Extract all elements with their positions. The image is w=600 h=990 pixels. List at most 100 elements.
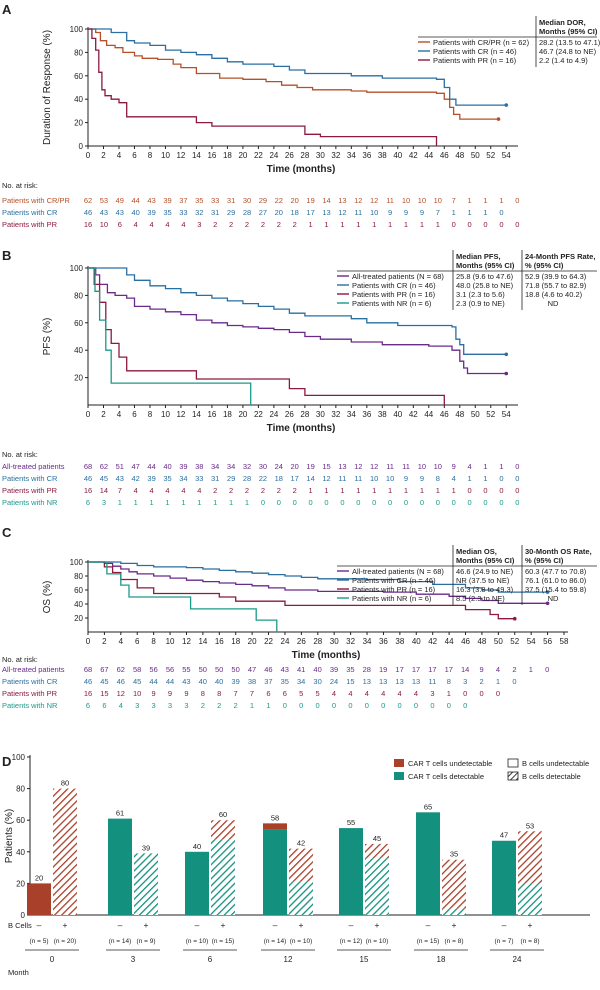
panel-b-at-risk-value: 39 [147,474,155,483]
panel-c-at-risk-value: 4 [398,689,402,698]
panel-a-legend-label-crpr: Patients with CR/PR (n = 62) [433,38,530,47]
panel-c-at-risk-value: 38 [248,677,256,686]
legend-car-undetectable-swatch [394,759,404,767]
panel-c-at-risk-value: 9 [184,689,188,698]
panel-b-at-risk-value: 46 [84,474,92,483]
bar-0-pos-car-undetectable [53,788,77,915]
panel-a-x-tick-label: 32 [331,151,340,160]
b-cells-sign-15: – [349,920,354,930]
panel-b-at-risk-value: 38 [195,462,203,471]
panel-d-y-tick-label: 60 [16,816,25,825]
panel-c-at-risk-value: 4 [381,689,385,698]
panel-a-at-risk-value: 1 [388,220,392,229]
bar-15-neg-car-detectable [339,828,363,915]
panel-b-letter: B [2,248,11,263]
panel-c-x-tick-label: 24 [281,637,290,646]
panel-b-at-risk-value: 4 [181,486,185,495]
panel-d-letter: D [2,754,11,769]
panel-a-at-risk-value: 43 [116,208,124,217]
panel-b-x-tick-label: 52 [486,410,495,419]
panel-a-at-risk-value: 18 [291,208,299,217]
panel-c-at-risk-value: 0 [316,701,320,710]
panel-b-at-risk-value: 24 [275,462,283,471]
panel-a-legend-label-cr: Patients with CR (n = 46) [433,47,517,56]
panel-b-at-risk-value: 0 [436,498,440,507]
panel-d-y-tick-label: 100 [12,753,26,762]
month-label-24: 24 [513,955,522,964]
panel-b-at-risk-value: 0 [468,486,472,495]
bar-label-18-pos: 35 [450,850,458,859]
panel-b-at-risk-value: 12 [354,462,362,471]
panel-a-at-risk-value: 31 [227,196,235,205]
panel-c-at-risk-value: 2 [512,665,516,674]
panel-b-at-risk-value: 19 [306,462,314,471]
panel-c-x-axis-label: Time (months) [292,650,361,661]
panel-c-legend-rate-cr: 76.1 (61.0 to 86.0) [525,576,587,585]
panel-a-x-tick-label: 20 [238,151,247,160]
panel-b-at-risk-value: 6 [86,498,90,507]
panel-c-at-risk-value: 39 [231,677,239,686]
panel-b-at-risk-value: 0 [499,486,503,495]
panel-d-y-tick-label: 0 [21,911,26,920]
panel-c-at-risk-label-nr: Patients with NR [2,701,58,710]
panel-a-at-risk-value: 39 [163,196,171,205]
panel-c-legend-median-nr: 8.5 (2.3 to NE) [456,594,505,603]
panel-a-y-tick-label: 100 [70,25,84,34]
panel-a-at-risk-value: 1 [324,220,328,229]
panel-c-at-risk-value: 0 [348,701,352,710]
panel-b-at-risk-value: 1 [229,498,233,507]
panel-a-at-risk-value: 37 [179,196,187,205]
panel-a-at-risk-value: 1 [420,220,424,229]
group-n-12: (n = 14) [264,938,287,945]
panel-b-at-risk-value: 1 [356,486,360,495]
panel-a-y-tick-label: 40 [74,95,83,104]
panel-c-at-risk-value: 45 [133,677,141,686]
panel-b-at-risk-label-all: All-treated patients [2,462,65,471]
panel-b-at-risk-label-nr: Patients with NR [2,498,58,507]
panel-a-at-risk-value: 35 [163,208,171,217]
month-label-12: 12 [284,955,293,964]
panel-c-x-tick-label: 26 [297,637,306,646]
panel-c-at-risk-value: 17 [445,665,453,674]
panel-b-at-risk-value: 0 [468,498,472,507]
legend-b-detectable-swatch [507,771,519,781]
panel-c-at-risk-value: 56 [149,665,157,674]
bar-12-neg-car-detectable [263,829,287,915]
b-cells-sign-12: – [273,920,278,930]
panel-c-at-risk-value: 46 [84,677,92,686]
panel-a-at-risk-value: 30 [243,196,251,205]
panel-c-y-tick-label: 40 [74,600,83,609]
panel-a-curve-pr [88,28,438,146]
b-cells-sign-0: – [37,920,42,930]
panel-b-at-risk-value: 0 [499,498,503,507]
panel-b-at-risk-value: 18 [275,474,283,483]
panel-a-at-risk-value: 7 [452,196,456,205]
panel-b-at-risk-value: 15 [322,462,330,471]
panel-a-censor-mark-crpr [496,117,501,121]
panel-a-at-risk-value: 0 [452,220,456,229]
panel-a-at-risk-value: 44 [132,196,140,205]
panel-b-at-risk-value: 2 [213,486,217,495]
panel-c-at-risk-value: 15 [346,677,354,686]
panel-c-x-tick-label: 38 [395,637,404,646]
panel-c-at-risk-value: 17 [395,665,403,674]
bar-6-pos-car-undetectable [211,820,235,840]
panel-b-at-risk-value: 62 [100,462,108,471]
panel-a-at-risk-value: 10 [434,196,442,205]
panel-b-at-risk-value: 1 [420,486,424,495]
panel-b-x-tick-label: 50 [471,410,480,419]
panel-c-x-tick-label: 18 [231,637,240,646]
b-cells-sign-15: + [375,920,380,930]
panel-b-legend-label-cr: Patients with CR (n = 46) [352,281,436,290]
panel-c-at-risk-value: 28 [363,665,371,674]
panel-b-x-tick-label: 8 [148,410,153,419]
panel-a-x-tick-label: 4 [117,151,122,160]
panel-b-at-risk-value: 1 [340,486,344,495]
panel-b-legend-median-nr: 2.3 (0.9 to NE) [456,299,505,308]
panel-b-x-tick-label: 46 [440,410,449,419]
panel-a-x-tick-label: 10 [161,151,170,160]
panel-b-at-risk-value: 0 [452,498,456,507]
legend-b-undetectable-swatch [507,758,519,768]
panel-b-at-risk-value: 47 [132,462,140,471]
panel-a-x-tick-label: 12 [176,151,185,160]
